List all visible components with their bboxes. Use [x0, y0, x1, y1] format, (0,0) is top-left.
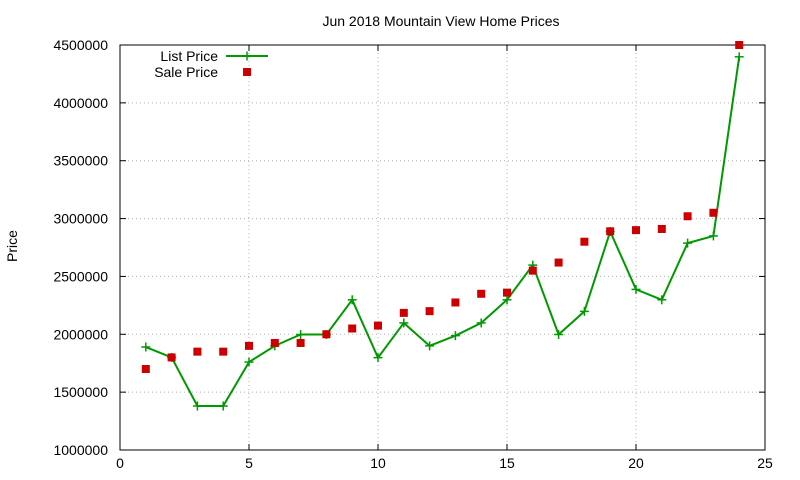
- legend-marker-list-price: [242, 51, 252, 61]
- data-point-list-price: [399, 318, 409, 328]
- data-point-sale-price: [606, 227, 615, 236]
- data-point-sale-price: [348, 324, 357, 333]
- data-point-sale-price: [219, 347, 228, 356]
- data-point-sale-price: [270, 338, 279, 347]
- data-point-list-price: [244, 357, 254, 367]
- x-tick-label: 15: [499, 455, 515, 471]
- data-point-list-price: [734, 52, 744, 62]
- y-tick-label: 2000000: [53, 326, 108, 342]
- data-point-list-price: [296, 330, 306, 340]
- data-point-sale-price: [528, 266, 537, 275]
- data-point-sale-price: [554, 258, 563, 267]
- x-tick-label: 0: [116, 455, 124, 471]
- x-tick-label: 20: [628, 455, 644, 471]
- data-point-list-price: [218, 401, 228, 411]
- data-point-sale-price: [399, 308, 408, 317]
- data-point-list-price: [554, 330, 564, 340]
- data-point-sale-price: [451, 298, 460, 307]
- legend-label-list-price: List Price: [160, 48, 218, 64]
- data-point-list-price: [450, 331, 460, 341]
- data-point-sale-price: [245, 341, 253, 350]
- data-point-list-price: [657, 295, 667, 305]
- data-point-list-price: [708, 231, 718, 241]
- grid: [120, 45, 765, 450]
- series-line-list-price: [145, 56, 741, 408]
- data-point-list-price: [373, 353, 383, 363]
- data-point-sale-price: [141, 365, 150, 373]
- data-point-sale-price: [683, 212, 692, 221]
- data-point-sale-price: [580, 237, 589, 246]
- y-tick-label: 1500000: [53, 384, 108, 400]
- data-point-list-price: [347, 295, 357, 305]
- y-tick-label: 4000000: [53, 95, 108, 111]
- data-point-sale-price: [735, 41, 744, 49]
- data-point-sale-price: [632, 226, 640, 235]
- data-point-sale-price: [503, 288, 511, 297]
- data-point-sale-price: [477, 289, 486, 298]
- data-point-sale-price: [167, 353, 176, 362]
- chart-title: Jun 2018 Mountain View Home Prices: [322, 13, 559, 29]
- legend-swatch-sale-price: [243, 68, 251, 76]
- data-point-list-price: [502, 295, 512, 305]
- data-point-list-price: [476, 318, 486, 328]
- data-point-sale-price: [193, 347, 202, 356]
- data-point-sale-price: [374, 321, 382, 330]
- y-tick-label: 2500000: [53, 268, 108, 284]
- data-point-list-price: [631, 284, 641, 294]
- data-point-list-price: [683, 238, 693, 248]
- y-tick-label: 3000000: [53, 211, 108, 227]
- axis-ticks: 0 5 10 15 20 25 1000000 1500000 2000000 2500000 30…: [53, 37, 773, 471]
- y-axis-label: Price: [4, 230, 20, 262]
- data-point-sale-price: [657, 224, 666, 233]
- data-point-list-price: [425, 341, 435, 351]
- data-point-sale-price: [709, 208, 718, 217]
- y-tick-label: 4500000: [53, 37, 108, 53]
- series: [141, 41, 744, 411]
- legend-label-sale-price: Sale Price: [154, 64, 218, 80]
- data-point-list-price: [192, 401, 202, 411]
- data-point-sale-price: [322, 330, 331, 339]
- data-point-list-price: [141, 342, 151, 352]
- x-tick-label: 5: [245, 455, 253, 471]
- plot-frame: [119, 44, 766, 451]
- x-tick-label: 25: [757, 455, 773, 471]
- y-tick-label: 1000000: [53, 442, 108, 458]
- data-point-sale-price: [296, 338, 305, 347]
- y-tick-label: 3500000: [53, 153, 108, 169]
- data-point-sale-price: [425, 307, 434, 316]
- data-point-list-price: [579, 306, 589, 316]
- x-tick-label: 10: [370, 455, 386, 471]
